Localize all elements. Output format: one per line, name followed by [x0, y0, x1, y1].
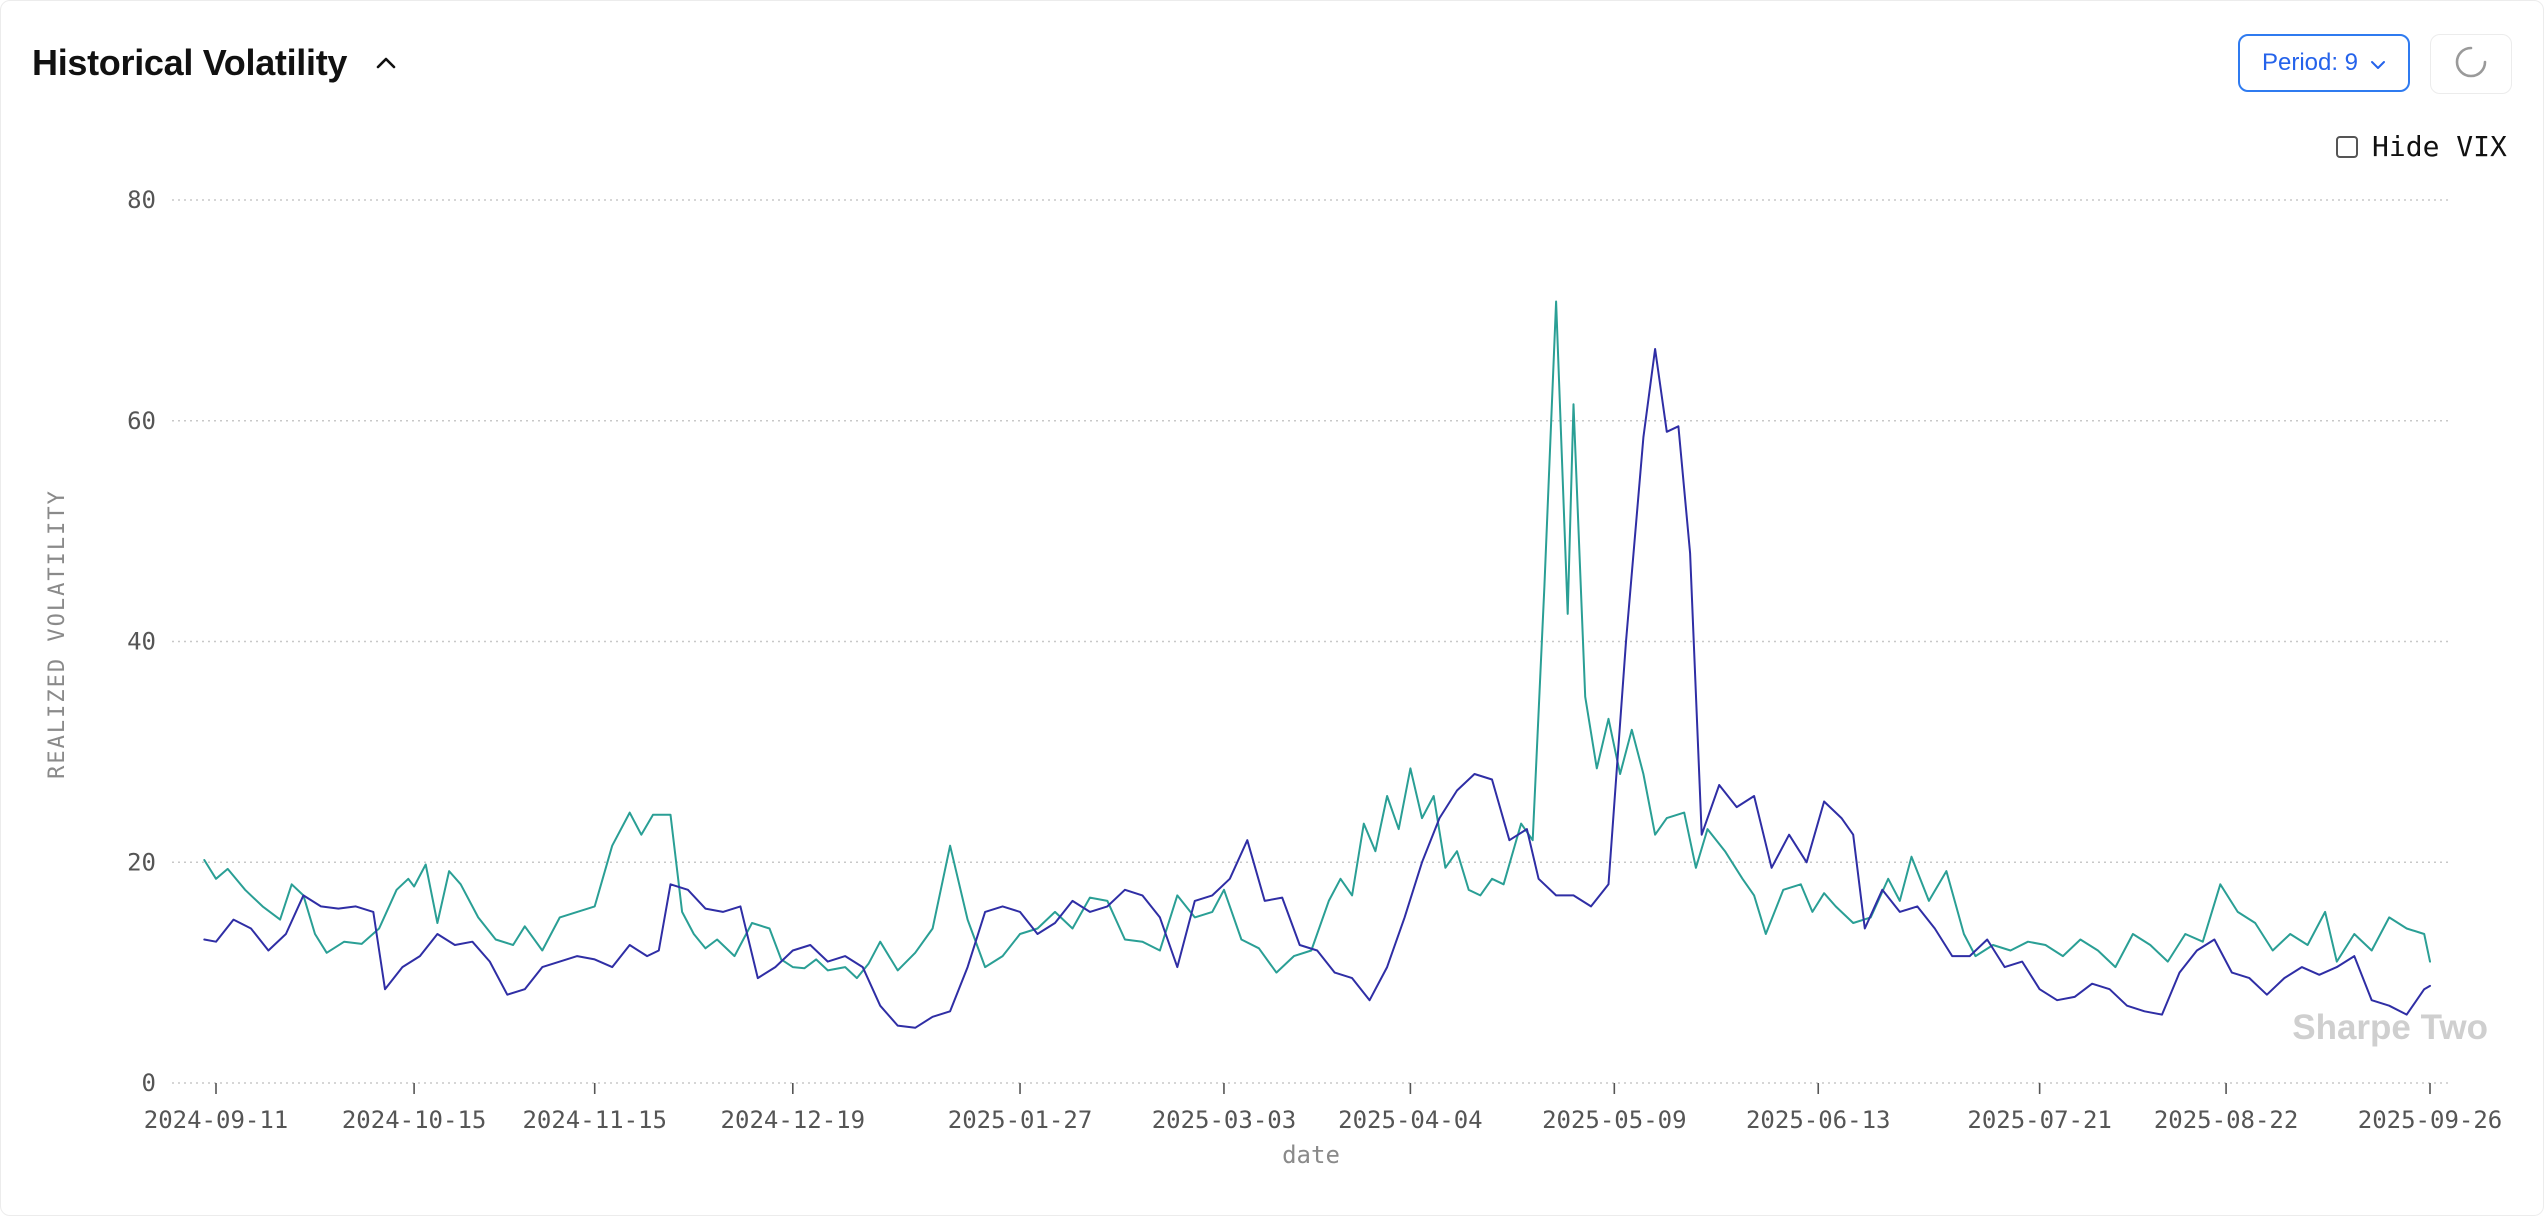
x-tick-label: 2025-01-27	[948, 1106, 1093, 1134]
y-tick-label: 0	[142, 1069, 156, 1097]
y-tick-label: 40	[127, 628, 156, 656]
x-tick-label: 2025-09-26	[2358, 1106, 2503, 1134]
y-tick-label: 20	[127, 848, 156, 876]
x-tick-label: 2025-06-13	[1746, 1106, 1891, 1134]
y-axis-label: REALIZED VOLATILITY	[45, 489, 70, 779]
hide-vix-toggle[interactable]: Hide VIX	[2336, 130, 2507, 163]
watermark: Sharpe Two	[2292, 1008, 2488, 1047]
y-tick-label: 60	[127, 407, 156, 435]
period-select[interactable]: Period: 9	[2238, 34, 2410, 92]
x-tick-label: 2024-10-15	[342, 1106, 487, 1134]
series-lines	[203, 300, 2431, 1029]
x-tick-label: 2024-11-15	[522, 1106, 667, 1134]
header: Historical Volatility	[32, 36, 399, 90]
x-tick-label: 2025-05-09	[1542, 1106, 1687, 1134]
y-axis: 0 20 40 60 80	[127, 186, 156, 1097]
x-tick-label: 2024-09-11	[144, 1106, 289, 1134]
loading-spinner-icon	[2453, 44, 2489, 85]
x-axis: 2024-09-11 2024-10-15 2024-11-15 2024-12-19…	[144, 1082, 2503, 1134]
grid-lines	[172, 199, 2452, 863]
refresh-button[interactable]	[2430, 34, 2512, 94]
x-tick-label: 2025-03-03	[1152, 1106, 1297, 1134]
y-tick-label: 80	[127, 186, 156, 214]
chevron-up-icon[interactable]	[373, 50, 399, 76]
page-title: Historical Volatility	[32, 42, 348, 83]
series-line-1	[203, 300, 2431, 980]
x-tick-label: 2024-12-19	[721, 1106, 866, 1134]
x-tick-label: 2025-04-04	[1338, 1106, 1483, 1134]
chevron-down-icon	[2370, 49, 2386, 77]
x-tick-label: 2025-07-21	[1967, 1106, 2112, 1134]
hide-vix-checkbox[interactable]	[2336, 135, 2358, 158]
x-axis-label: date	[1282, 1141, 1340, 1169]
hide-vix-label: Hide VIX	[2372, 130, 2507, 163]
period-label: Period: 9	[2261, 49, 2359, 76]
x-tick-label: 2025-08-22	[2154, 1106, 2299, 1134]
series-line-2	[203, 348, 2431, 1029]
